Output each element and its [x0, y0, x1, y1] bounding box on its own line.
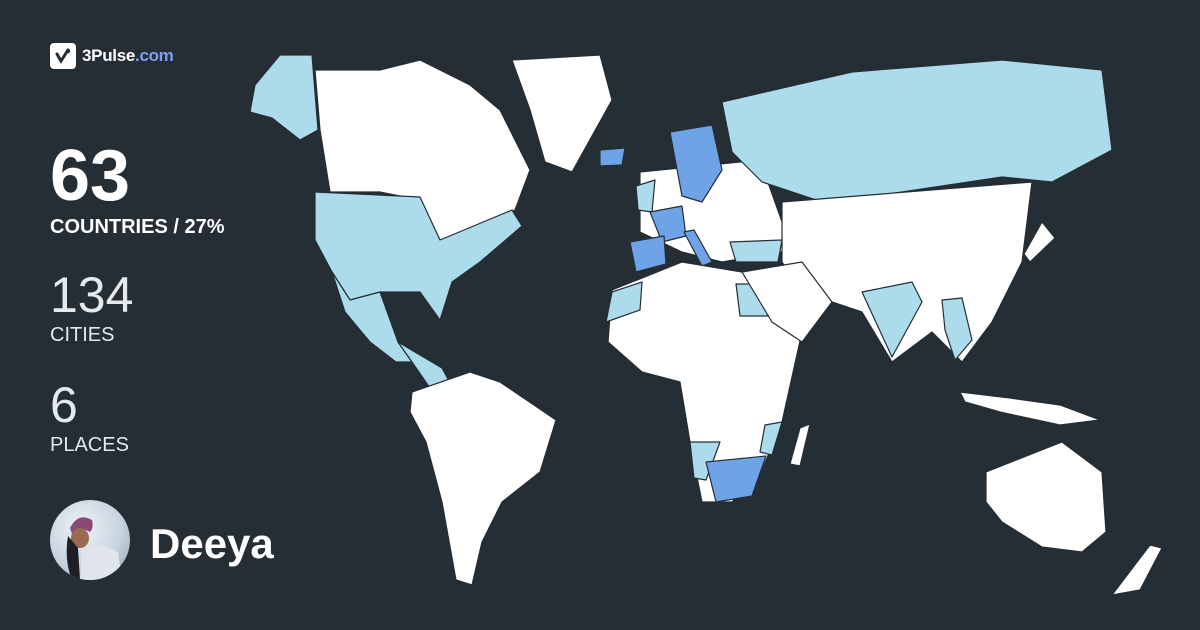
- region-mozambique[interactable]: [759, 421, 783, 456]
- user-name: Deeya: [150, 520, 274, 567]
- region-iceland[interactable]: [599, 147, 626, 167]
- stat-countries: 63 COUNTRIES / 27%: [50, 140, 224, 239]
- region-namibia[interactable]: [689, 441, 721, 481]
- region-greenland[interactable]: [511, 54, 613, 173]
- region-south-america[interactable]: [409, 371, 557, 586]
- region-russia[interactable]: [721, 59, 1113, 203]
- region-japan[interactable]: [1023, 221, 1056, 263]
- avatar[interactable]: [50, 500, 130, 580]
- cities-label: CITIES: [50, 324, 115, 346]
- region-turkey[interactable]: [729, 239, 783, 263]
- brand-domain: .com: [135, 46, 174, 65]
- region-spain[interactable]: [629, 235, 667, 273]
- places-label: PLACES: [50, 434, 129, 456]
- region-italy[interactable]: [683, 229, 713, 267]
- region-australia[interactable]: [985, 441, 1107, 553]
- stat-places: 6 PLACES: [50, 380, 129, 457]
- countries-label: COUNTRIES / 27%: [50, 216, 225, 238]
- region-new-zealand[interactable]: [1111, 544, 1163, 596]
- region-alaska[interactable]: [249, 54, 319, 141]
- region-morocco[interactable]: [605, 281, 643, 323]
- cities-count: 134: [50, 267, 134, 323]
- region-uk[interactable]: [635, 179, 656, 213]
- places-count: 6: [50, 377, 78, 433]
- region-india[interactable]: [861, 281, 923, 358]
- region-south-africa[interactable]: [705, 455, 767, 503]
- countries-count: 63: [50, 136, 131, 216]
- pulse-check-icon: [50, 43, 76, 69]
- region-southeast-asia[interactable]: [941, 297, 973, 361]
- region-asia[interactable]: [781, 181, 1033, 363]
- region-madagascar[interactable]: [789, 423, 811, 467]
- brand-logo[interactable]: 3Pulse.com: [50, 43, 174, 69]
- stat-cities: 134 CITIES: [50, 270, 133, 347]
- region-middle-east[interactable]: [741, 261, 833, 343]
- region-scandinavia[interactable]: [669, 124, 723, 203]
- brand-name: 3Pulse: [82, 46, 136, 65]
- region-indonesia[interactable]: [959, 391, 1101, 426]
